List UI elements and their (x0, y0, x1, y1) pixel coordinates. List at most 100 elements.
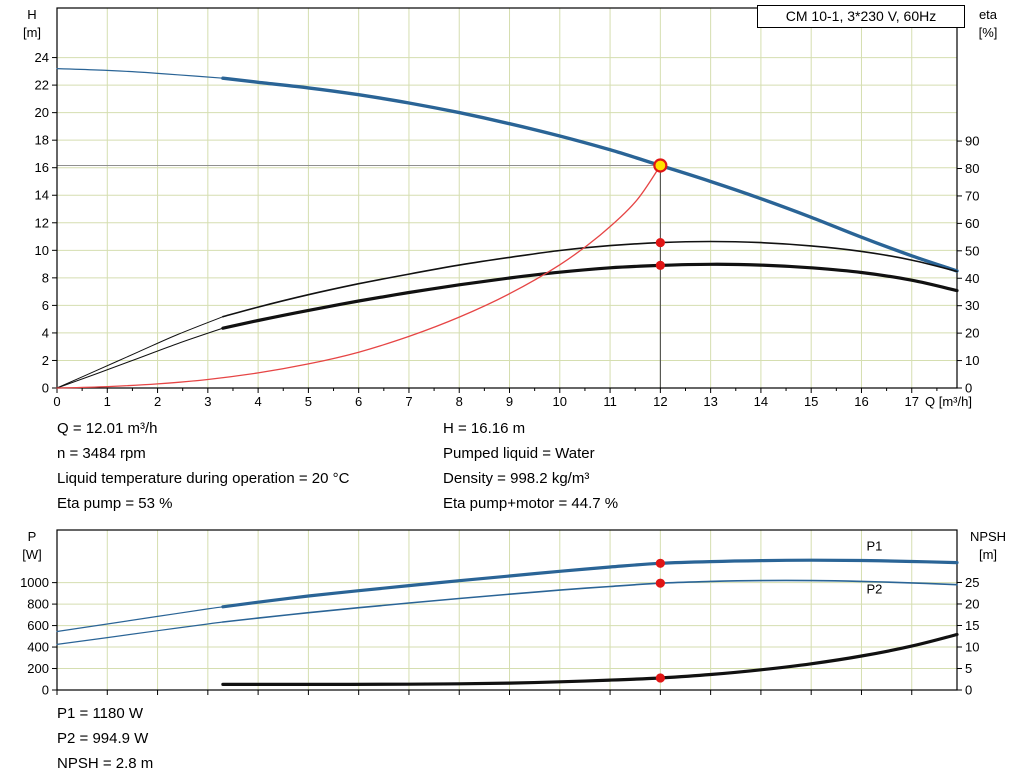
info-line-eta-pump: Eta pump = 53 % (57, 495, 173, 512)
x-tick-label: 2 (154, 394, 161, 409)
x-tick-label: 8 (456, 394, 463, 409)
y-right-tick-label: 20 (965, 596, 979, 611)
info-line-q: Q = 12.01 m³/h (57, 420, 158, 437)
duty-point[interactable] (653, 158, 668, 173)
y-left-tick-label: 4 (42, 325, 49, 340)
y-right-tick-label: 20 (965, 326, 979, 341)
p1-curve (221, 558, 959, 609)
npsh-marker (655, 673, 665, 683)
x-tick-label: 1 (104, 394, 111, 409)
x-tick-label: 5 (305, 394, 312, 409)
y-left-axis-unit: [W] (22, 547, 42, 562)
x-tick-label: 12 (653, 394, 667, 409)
x-tick-label: 15 (804, 394, 818, 409)
p1-label: P1 (866, 538, 882, 553)
plot-border (56, 529, 958, 691)
x-tick-label: 17 (905, 394, 919, 409)
y-left-tick-label: 600 (27, 618, 49, 633)
x-axis-label: Q [m³/h] (925, 394, 972, 409)
y-right-tick-label: 40 (965, 271, 979, 286)
npsh-curve (221, 632, 959, 687)
info-line-npsh: NPSH = 2.8 m (57, 755, 154, 772)
plot-border (56, 7, 958, 389)
y-left-tick-label: 18 (35, 133, 49, 148)
power-npsh-chart: 0 200 400 600 800 1000 0 5 10 15 20 25 P [W] NPSH [m] P1… (20, 529, 1006, 698)
y-left-tick-label: 16 (35, 160, 49, 175)
pump-model-box: CM 10-1, 3*230 V, 60Hz (757, 5, 965, 28)
y-left-tick-label: 12 (35, 215, 49, 230)
y-left-tick-label: 1000 (20, 575, 49, 590)
y-right-tick-label: 10 (965, 639, 979, 654)
info-line-p1: P1 = 1180 W (57, 705, 144, 722)
y-right-tick-label: 5 (965, 661, 972, 676)
info-line-liquid: Pumped liquid = Water (443, 445, 595, 462)
x-tick-label: 13 (703, 394, 717, 409)
x-tick-label: 3 (204, 394, 211, 409)
y-right-tick-label: 50 (965, 243, 979, 258)
x-tick-label: 10 (553, 394, 567, 409)
pump-model-label: CM 10-1, 3*230 V, 60Hz (785, 8, 937, 24)
p2-marker (655, 578, 665, 588)
y-left-axis-name: H (27, 7, 36, 22)
y-right-axis-name: eta (979, 7, 998, 22)
x-tick-label: 7 (405, 394, 412, 409)
y-left-tick-label: 8 (42, 270, 49, 285)
y-left-tick-label: 0 (42, 683, 49, 698)
y-right-tick-label: 15 (965, 618, 979, 633)
x-tick-label: 14 (754, 394, 768, 409)
info-line-head: H = 16.16 m (443, 420, 526, 437)
info-line-eta-total: Eta pump+motor = 44.7 % (443, 495, 619, 512)
eta-pump-motor-curve (221, 262, 959, 330)
y-right-axis-unit: [%] (979, 25, 998, 40)
x-tick-label: 4 (255, 394, 262, 409)
info-line-p2: P2 = 994.9 W (57, 730, 149, 747)
y-left-tick-label: 800 (27, 597, 49, 612)
y-left-tick-label: 20 (35, 105, 49, 120)
y-left-tick-label: 6 (42, 298, 49, 313)
y-right-tick-label: 80 (965, 161, 979, 176)
p1-marker (655, 558, 665, 568)
x-tick-label: 6 (355, 394, 362, 409)
p2-curve-lead (56, 621, 224, 645)
y-left-tick-label: 2 (42, 353, 49, 368)
y-left-tick-label: 10 (35, 243, 49, 258)
p2-label: P2 (866, 581, 882, 596)
y-right-axis-name: NPSH (970, 529, 1006, 544)
y-left-tick-label: 22 (35, 78, 49, 93)
y-right-tick-label: 70 (965, 188, 979, 203)
eta-pump-marker (655, 237, 665, 248)
duty-info-right: H = 16.16 m Pumped liquid = Water Densit… (443, 416, 618, 516)
x-tick-label: 11 (603, 394, 617, 409)
hq-curve-lead (56, 68, 224, 79)
p1-curve-lead (56, 606, 224, 633)
x-tick-label: 9 (506, 394, 513, 409)
eta-pump-motor-marker (655, 260, 665, 270)
info-line-temp: Liquid temperature during operation = 20… (57, 470, 350, 487)
system-curve (56, 164, 662, 389)
duty-info-left: Q = 12.01 m³/h n = 3484 rpm Liquid tempe… (57, 416, 349, 516)
y-left-tick-label: 400 (27, 640, 49, 655)
y-left-tick-label: 24 (35, 50, 49, 65)
eta-pump-curve-lead (56, 316, 224, 389)
eta-pump-motor-curve-lead (56, 327, 224, 389)
hq-eta-chart: 0 1 2 3 4 5 6 7 8 9 10 11 12 13 14 15 16 17 Q [m³/h]024681… (23, 7, 998, 409)
y-right-tick-label: 60 (965, 216, 979, 231)
info-line-speed: n = 3484 rpm (57, 445, 146, 462)
x-tick-label: 16 (854, 394, 868, 409)
y-left-axis-name: P (28, 529, 37, 544)
y-left-tick-label: 200 (27, 661, 49, 676)
y-right-tick-label: 30 (965, 298, 979, 313)
y-right-tick-label: 90 (965, 134, 979, 149)
info-line-density: Density = 998.2 kg/m³ (443, 470, 590, 487)
y-left-axis-unit: [m] (23, 25, 41, 40)
y-right-tick-label: 0 (965, 683, 972, 698)
x-tick-label: 0 (53, 394, 60, 409)
y-right-tick-label: 0 (965, 381, 972, 396)
y-right-axis-unit: [m] (979, 547, 997, 562)
y-left-tick-label: 0 (42, 381, 49, 396)
y-right-tick-label: 25 (965, 575, 979, 590)
hq-curve (221, 76, 959, 273)
p2-curve (222, 579, 958, 623)
